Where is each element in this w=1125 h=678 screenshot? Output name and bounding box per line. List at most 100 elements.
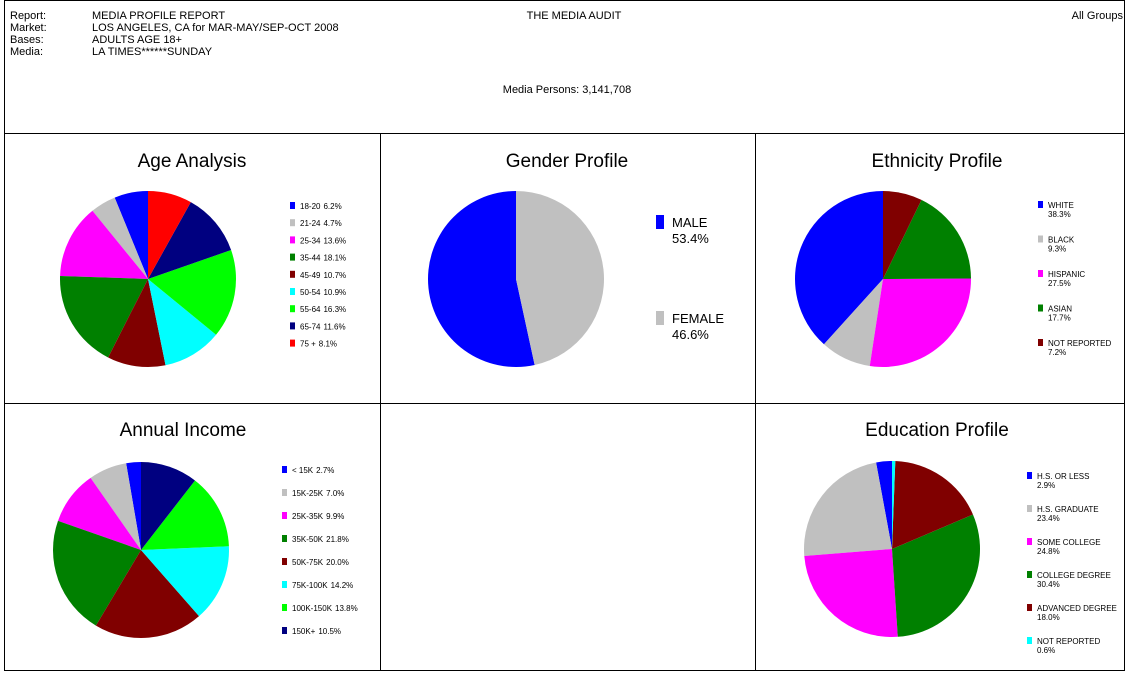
legend-value: 17.7% <box>1048 314 1071 323</box>
legend-entry: 75K-100K 14.2% <box>292 581 353 590</box>
legend-value: 9.3% <box>1048 245 1066 254</box>
pie-slice <box>148 250 236 335</box>
legend-label: 150K+ <box>292 627 316 636</box>
chart-title: Education Profile <box>865 420 1009 441</box>
pie-slice <box>53 520 141 626</box>
legend-entry: 15K-25K 7.0% <box>292 489 344 498</box>
pie-slice <box>823 279 883 367</box>
legend-value: 53.4% <box>672 231 709 246</box>
legend-label: 100K-150K <box>292 604 333 613</box>
legend-label: 25-34 <box>300 236 321 245</box>
legend-label: FEMALE <box>672 311 724 326</box>
legend-value: 23.4% <box>1037 514 1060 523</box>
legend-value: 24.8% <box>1037 547 1060 556</box>
legend-entry: NOT REPORTED 7.2% <box>1048 339 1111 357</box>
legend-swatch <box>290 305 295 313</box>
legend-swatch <box>1038 339 1043 346</box>
all-groups: All Groups <box>1072 10 1124 22</box>
legend-swatch <box>1027 637 1032 644</box>
legend-value: 6.2% <box>323 202 341 211</box>
legend-entry: WHITE 38.3% <box>1048 201 1074 219</box>
legend-label: COLLEGE DEGREE <box>1037 571 1111 580</box>
legend-label: 45-49 <box>300 271 321 280</box>
legend-entry: 55-64 16.3% <box>300 305 346 314</box>
legend-value: 11.6% <box>323 322 345 331</box>
legend-entry: 50K-75K 20.0% <box>292 558 349 567</box>
pie-slice <box>57 477 142 550</box>
pie-slice <box>804 549 898 637</box>
legend-entry: ADVANCED DEGREE 18.0% <box>1037 604 1117 622</box>
legend-label: HISPANIC <box>1048 270 1085 279</box>
center-title: THE MEDIA AUDIT <box>527 10 622 22</box>
legend-swatch <box>656 311 664 325</box>
legend-swatch <box>282 489 287 496</box>
legend-entry: 100K-150K 13.8% <box>292 604 358 613</box>
pie-slice <box>114 191 148 279</box>
legend-value: 16.3% <box>323 305 346 314</box>
legend-label: 75 + <box>300 340 316 349</box>
legend-swatch <box>290 322 295 330</box>
pie-slice <box>869 278 972 368</box>
legend-label: SOME COLLEGE <box>1037 538 1101 547</box>
legend-label: ASIAN <box>1048 305 1072 314</box>
legend-entry: 50-54 10.9% <box>300 288 346 297</box>
legend-value: 18.1% <box>323 254 346 263</box>
legend-entry: H.S. GRADUATE 23.4% <box>1037 505 1099 523</box>
legend-label: BLACK <box>1048 236 1075 245</box>
legend-label: WHITE <box>1048 201 1074 210</box>
legend-value: 4.7% <box>323 219 341 228</box>
field-label: Market: <box>10 22 47 34</box>
pie-slice <box>90 463 141 550</box>
legend-entry: SOME COLLEGE 24.8% <box>1037 538 1101 556</box>
pie-slice <box>141 462 195 550</box>
legend-swatch <box>1027 571 1032 578</box>
legend-entry: HISPANIC 27.5% <box>1048 270 1085 288</box>
legend-entry: 65-74 11.6% <box>300 322 346 331</box>
legend-value: 38.3% <box>1048 210 1071 219</box>
legend-entry: < 15K 2.7% <box>292 466 334 475</box>
legend-value: 30.4% <box>1037 580 1060 589</box>
legend-label: 15K-25K <box>292 489 324 498</box>
legend-swatch <box>1038 270 1043 277</box>
legend-swatch <box>290 219 295 227</box>
field-value: LOS ANGELES, CA for MAR-MAY/SEP-OCT 2008 <box>92 22 339 34</box>
legend-value: 2.7% <box>316 466 334 475</box>
legend-swatch <box>1038 304 1043 312</box>
pie-slice <box>516 191 604 365</box>
pie-slice <box>95 550 200 638</box>
legend-swatch <box>1027 472 1032 479</box>
pie-slice <box>892 461 973 549</box>
pie-slice <box>126 462 141 550</box>
legend-swatch <box>290 288 295 295</box>
pie-slice <box>148 191 191 279</box>
legend-swatch <box>282 627 287 634</box>
legend-entry: H.S. OR LESS 2.9% <box>1037 472 1089 490</box>
legend-value: 10.9% <box>323 288 346 297</box>
legend-label: 50-54 <box>300 288 321 297</box>
legend-label: 25K-35K <box>292 512 324 521</box>
legend-entry: MALE 53.4% <box>672 215 709 246</box>
legend-label: 50K-75K <box>292 558 324 567</box>
pie-slice <box>892 514 980 637</box>
field-label: Bases: <box>10 34 44 46</box>
pie-slice <box>60 210 148 279</box>
legend-label: 21-24 <box>300 219 321 228</box>
field-label: Media: <box>10 46 43 58</box>
legend-value: 7.0% <box>326 489 344 498</box>
legend-label: 35-44 <box>300 254 321 263</box>
field-label: Report: <box>10 10 46 22</box>
legend-swatch <box>282 466 287 473</box>
legend-swatch <box>282 535 287 542</box>
legend-swatch <box>290 270 295 278</box>
legend-swatch <box>290 202 295 209</box>
legend-entry: ASIAN 17.7% <box>1048 305 1072 323</box>
legend-entry: 35K-50K 21.8% <box>292 535 349 544</box>
legend-label: < 15K <box>292 466 314 475</box>
legend-label: NOT REPORTED <box>1037 637 1100 646</box>
chart-title: Ethnicity Profile <box>872 151 1003 172</box>
legend-label: NOT REPORTED <box>1048 339 1111 348</box>
legend-swatch <box>290 253 295 261</box>
legend-swatch <box>1027 538 1032 545</box>
legend-entry: NOT REPORTED 0.6% <box>1037 637 1100 655</box>
